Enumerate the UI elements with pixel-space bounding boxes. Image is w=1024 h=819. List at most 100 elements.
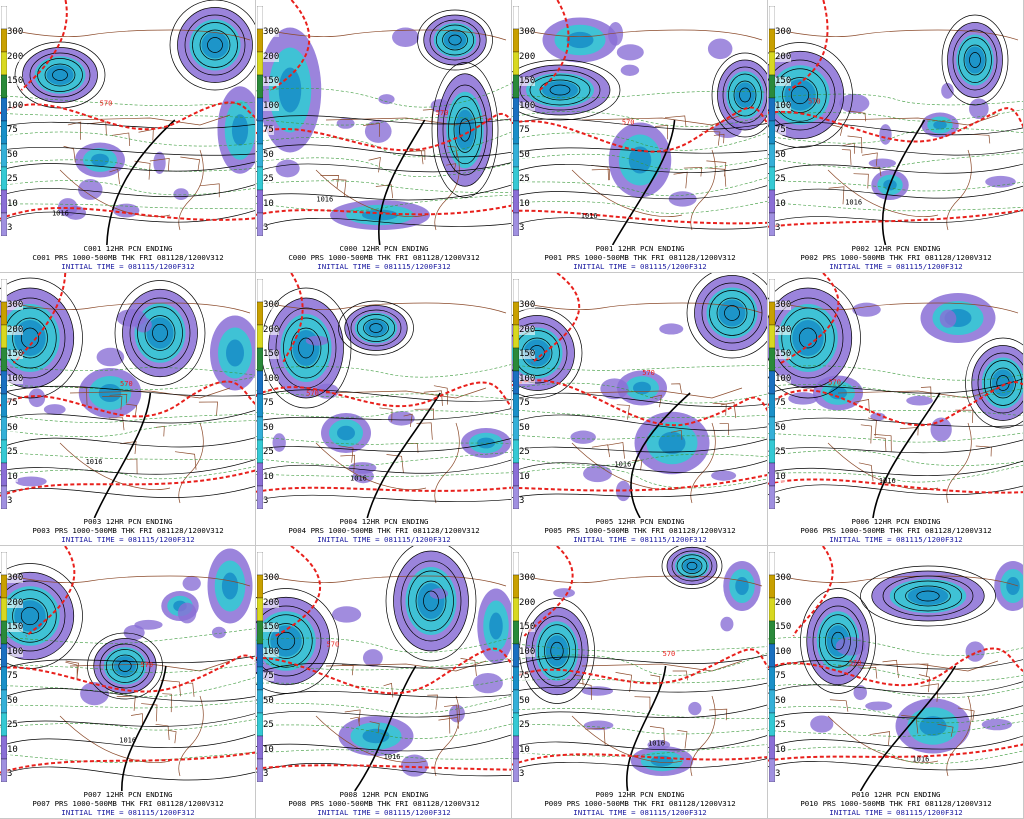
precip-light-patch [707,38,733,60]
thickness-line [768,93,1023,106]
thickness-line [768,720,1023,737]
thickness-line [256,472,511,478]
isobar-ring [350,309,402,347]
map-boundaries [9,575,251,777]
isobar-ring [442,84,488,176]
state-boundary [829,699,849,712]
thickness-red-line [512,106,767,153]
precip-heavy-area [718,299,746,327]
isobar-line [512,460,767,473]
colorbar-tick-label: 3 [775,496,781,506]
thickness-red-line [269,0,311,91]
colorbar-tick-label: 25 [519,174,530,184]
precip-heavy-area [735,82,755,108]
thickness-line [0,751,255,763]
thickness-line [512,643,767,653]
colorbar-tick-label: 10 [519,744,530,755]
isobar-ring [963,44,987,76]
isobar-label: 1016 [912,756,929,764]
precip-light-patch [336,117,355,129]
thickness-red-line [768,381,1023,427]
precip-light-patch [378,94,395,105]
colorbar-tick-label: 150 [519,622,536,632]
panel-title: P010 12HR PCN ENDING [851,790,941,799]
colorbar-segment [1,279,7,303]
boundary-line [9,29,251,41]
state-boundary [591,168,610,181]
thickness-red-line [768,107,1023,143]
state-boundary [918,674,930,693]
map-boundaries [777,575,1019,777]
boundary-line [581,114,743,126]
isobar-label: 1016 [384,753,401,761]
precip-colorbar [769,6,775,236]
thickness-red-line [512,648,767,685]
precipitation-shading [268,298,511,484]
isobar-ring [768,50,845,140]
state-boundary [848,110,866,122]
boundary-line [434,422,460,504]
isobar-ring [722,66,767,124]
precip-heavy-area [919,716,947,736]
precip-heavy-area [146,317,174,349]
colorbar-tick-label: 100 [519,646,536,657]
isobar-ring [537,624,577,678]
thickness-line [256,436,511,445]
thickness-line [768,706,1023,724]
thickness-red-line [25,546,76,637]
precip-light-patch [553,588,575,598]
precip-heavy-area [792,320,824,356]
isobar-ring [969,52,981,68]
colorbar-segment [513,279,519,303]
precip-light-patch [810,715,834,733]
state-boundary [120,441,137,455]
isobars [512,546,767,770]
isobar-line [0,184,255,198]
weather-map: 1016 570 [512,546,767,791]
precip-heavy-area [221,572,239,600]
state-boundary [858,462,874,482]
isobar-ring [512,307,583,399]
thickness-contours [256,637,511,760]
precip-colorbar [513,279,519,509]
thickness-line [0,719,255,731]
state-boundary [847,135,863,154]
thickness-line [0,203,255,210]
precip-light-patch [941,82,954,99]
state-boundary [141,703,158,722]
state-boundary [673,171,688,189]
colorbar-tick-label: 50 [775,695,786,706]
isobar-ring [137,306,183,360]
boundary-line [265,29,507,41]
isobar-line [768,681,1023,695]
isobar-ring [268,297,344,399]
colorbar-segment [513,212,519,236]
thickness-red-line [0,206,255,221]
boundary-line [946,422,972,504]
state-boundary [860,424,872,444]
precipitation-shading [806,561,1023,754]
colorbar-tick-label: 50 [519,149,530,160]
colorbar-tick-label: 200 [263,51,280,62]
precip-light-patch [616,44,644,61]
precip-light-patch [43,404,66,415]
state-boundary [867,417,877,437]
forecast-panel-p008: 1016 570 300 200 150 100 75 50 25 10 3 P008 12HR PC… [256,546,512,819]
isobar-ring [686,561,698,571]
thickness-line [0,451,255,460]
state-boundary [162,693,172,713]
boundary-line [690,422,716,504]
isobar-ring [268,623,304,659]
initial-time: INITIAL TIME = 081115/1200F312 [317,808,451,817]
isobar-line [768,705,1023,719]
state-boundary [869,731,891,746]
isobar-ring [199,29,231,61]
isobar-line [512,482,767,498]
weather-map: 1016 570 [256,546,511,791]
thickness-570-lines [768,546,1023,762]
precip-light-patch [78,179,103,200]
precip-light-patch [939,309,957,328]
colorbar-segment [257,758,263,782]
isobar-ring [448,95,482,165]
state-boundary [174,451,197,470]
